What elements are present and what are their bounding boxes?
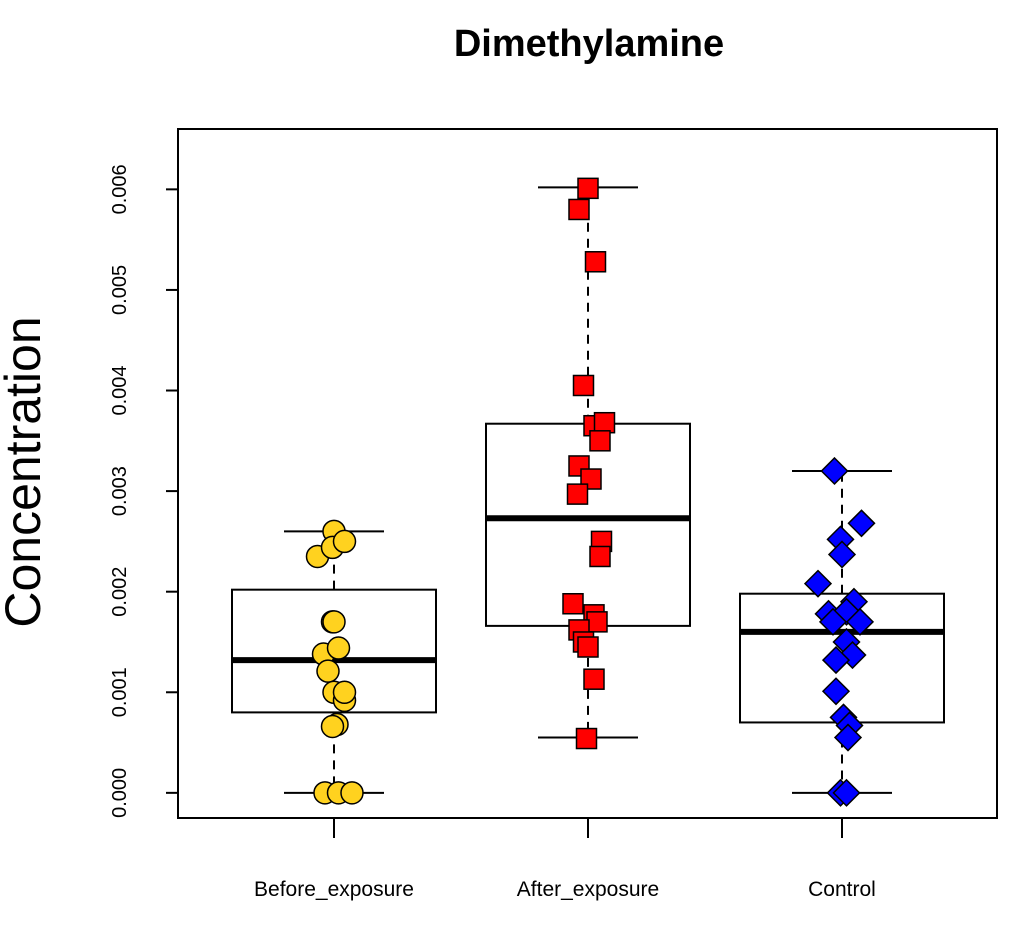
data-point-diamond <box>821 646 851 675</box>
data-point-square <box>589 545 611 568</box>
y-tick-label: 0.006 <box>109 164 131 214</box>
y-tick-label: 0.005 <box>109 265 131 315</box>
data-point-square <box>572 374 595 397</box>
data-point-circle <box>332 680 357 705</box>
data-point-circle <box>340 781 364 805</box>
y-axis-label: Concentration <box>0 316 51 627</box>
y-axis: 0.000 0.001 0.002 0.003 0.004 0.005 0.006 <box>109 164 178 818</box>
data-point-square <box>577 636 599 658</box>
data-points <box>305 177 876 807</box>
data-point-square <box>593 411 616 434</box>
data-point-square <box>577 177 599 200</box>
data-point-diamond <box>818 607 848 636</box>
y-tick-label: 0.001 <box>109 667 131 717</box>
data-point-square <box>584 251 607 273</box>
data-point-diamond <box>845 607 875 636</box>
box <box>485 422 691 627</box>
data-point-circle <box>316 659 340 683</box>
data-point-square <box>562 593 584 615</box>
y-tick-label: 0.004 <box>109 365 131 415</box>
y-tick-label: 0.003 <box>109 466 131 516</box>
data-point-square <box>586 611 608 633</box>
x-tick-label: After_exposure <box>517 878 659 901</box>
data-point-diamond <box>847 509 876 538</box>
data-point-square <box>589 430 611 452</box>
data-point-diamond <box>832 778 861 807</box>
chart-title: Dimethylamine <box>454 23 724 65</box>
y-tick-label: 0.000 <box>109 768 131 818</box>
data-point-circle <box>332 529 357 554</box>
data-point-circle <box>322 610 346 634</box>
data-point-square <box>583 668 605 690</box>
data-point-diamond <box>827 540 857 569</box>
y-tick-label: 0.002 <box>109 567 131 617</box>
data-point-circle <box>320 714 345 739</box>
data-point-circle <box>326 636 351 660</box>
x-tick-label: Before_exposure <box>254 878 414 901</box>
data-point-diamond <box>820 456 849 486</box>
data-point-diamond <box>833 723 863 752</box>
x-tick-label: Control <box>808 878 876 901</box>
x-axis: Before_exposure After_exposure Control <box>254 818 876 901</box>
data-point-square <box>568 198 590 221</box>
data-point-square <box>566 483 589 505</box>
data-point-diamond <box>803 569 833 598</box>
data-point-square <box>575 727 598 750</box>
data-point-diamond <box>821 677 851 706</box>
